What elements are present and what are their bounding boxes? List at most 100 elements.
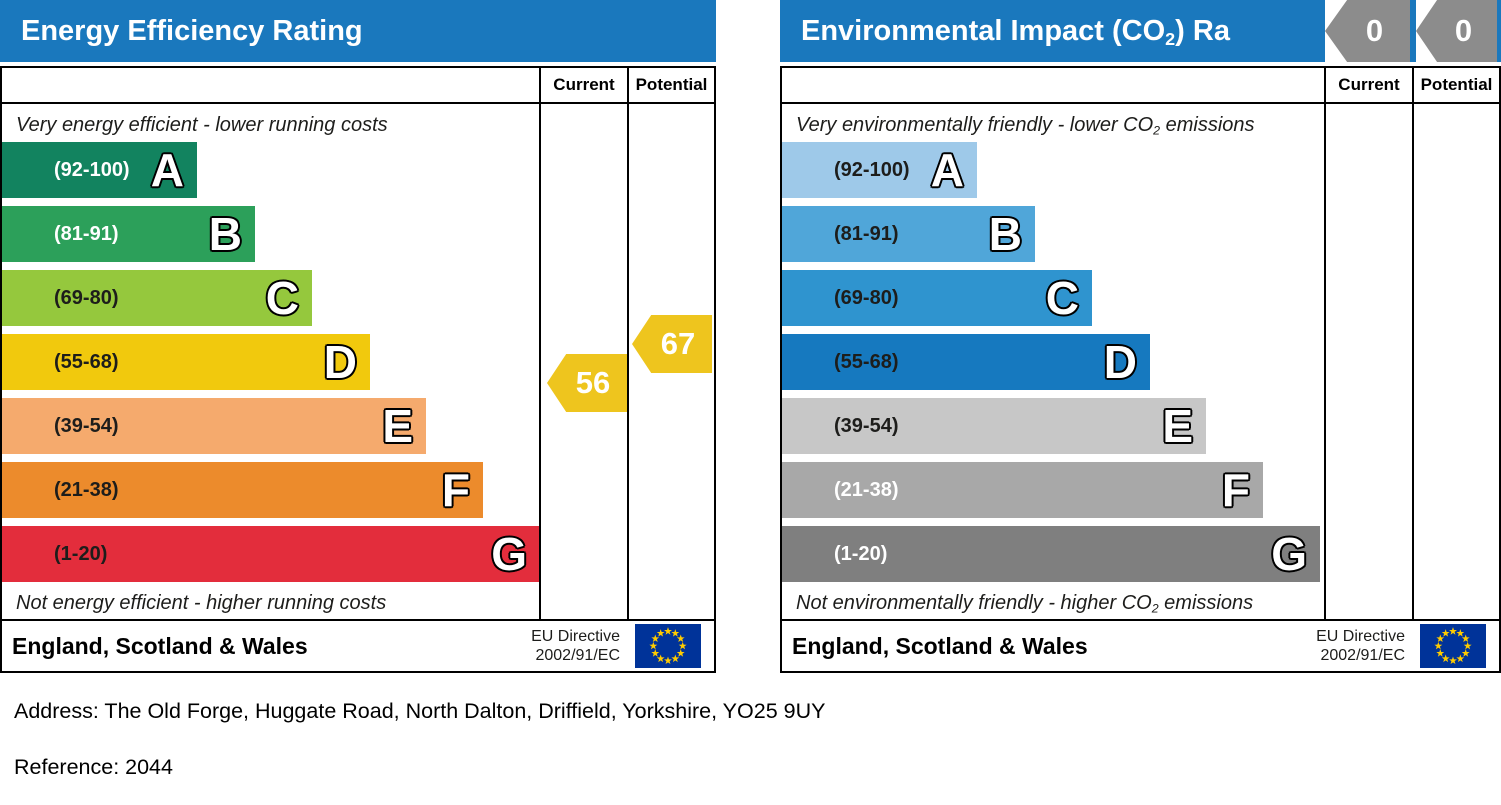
header-spacer: [782, 68, 1324, 102]
band-a: (92-100) A: [782, 142, 977, 198]
band-letter: E: [1162, 400, 1193, 452]
band-row: (69-80) C: [2, 270, 714, 326]
caption-bottom: Not environmentally friendly - higher CO…: [782, 590, 1499, 619]
current-rating-tag: 0: [1325, 0, 1410, 62]
caption-bottom-text: Not environmentally friendly - higher CO: [796, 592, 1152, 614]
environmental-chart-title-bar: Environmental Impact (CO2) Ra 0 0: [780, 0, 1501, 62]
band-a: (92-100) A: [2, 142, 197, 198]
band-letter: D: [323, 336, 357, 388]
potential-column-header: Potential: [1412, 68, 1499, 102]
band-row: (21-38) F: [2, 462, 714, 518]
current-column-header: Current: [1324, 68, 1412, 102]
potential-rating-value: 67: [660, 326, 696, 361]
band-row: (92-100) A: [2, 142, 714, 198]
environmental-chart-table: Current Potential Very environmentally f…: [780, 66, 1501, 673]
band-g: (1-20) G: [2, 526, 540, 582]
band-b: (81-91) B: [782, 206, 1035, 262]
energy-chart-footer: England, Scotland & Wales EU Directive 2…: [2, 619, 714, 671]
eu-directive-label: EU Directive 2002/91/EC: [1316, 627, 1405, 665]
band-b: (81-91) B: [2, 206, 255, 262]
band-range: (55-68): [834, 350, 899, 373]
band-letter: B: [988, 208, 1022, 260]
band-row: (55-68) D: [782, 334, 1499, 390]
band-row: (21-38) F: [782, 462, 1499, 518]
column-divider: [1324, 104, 1326, 619]
band-row: (69-80) C: [782, 270, 1499, 326]
band-e: (39-54) E: [2, 398, 426, 454]
energy-chart-table: Current Potential Very energy efficient …: [0, 66, 716, 673]
band-range: (21-38): [54, 478, 119, 501]
band-range: (55-68): [54, 350, 119, 373]
environmental-impact-chart: Environmental Impact (CO2) Ra 0 0 Curren…: [780, 0, 1501, 673]
caption-top-text: Very energy efficient - lower running co…: [16, 114, 388, 136]
band-range: (69-80): [834, 286, 899, 309]
band-letter: A: [150, 144, 184, 196]
band-range: (92-100): [54, 158, 130, 181]
caption-bottom-text: Not energy efficient - higher running co…: [16, 592, 387, 614]
band-letter: F: [1221, 464, 1250, 516]
column-divider: [539, 104, 541, 619]
band-letter: C: [265, 272, 299, 324]
current-rating-indicator: 56: [547, 354, 627, 412]
energy-chart-title: Energy Efficiency Rating: [21, 15, 363, 47]
potential-rating-indicator: 0: [1416, 0, 1497, 62]
caption-bottom-suffix: emissions: [1158, 592, 1254, 614]
band-row: (39-54) E: [2, 398, 714, 454]
energy-chart-body: Very energy efficient - lower running co…: [2, 104, 714, 619]
potential-column-header: Potential: [627, 68, 714, 102]
current-column-header: Current: [539, 68, 627, 102]
current-rating-indicator: 0: [1325, 0, 1410, 62]
band-range: (1-20): [54, 542, 108, 565]
region-label: England, Scotland & Wales: [792, 632, 1088, 659]
band-c: (69-80) C: [2, 270, 312, 326]
band-range: (39-54): [54, 414, 119, 437]
band-c: (69-80) C: [782, 270, 1092, 326]
column-divider: [1412, 104, 1414, 619]
co2-subscript: 2: [1165, 29, 1176, 50]
environmental-chart-title: Environmental Impact (CO: [801, 15, 1166, 47]
energy-efficiency-chart: Energy Efficiency Rating Current Potenti…: [0, 0, 716, 673]
energy-chart-title-bar: Energy Efficiency Rating: [0, 0, 716, 62]
band-range: (81-91): [54, 222, 119, 245]
column-divider: [627, 104, 629, 619]
band-g: (1-20) G: [782, 526, 1320, 582]
environmental-chart-footer: England, Scotland & Wales EU Directive 2…: [782, 619, 1499, 671]
column-header-row: Current Potential: [782, 68, 1499, 104]
band-row: (81-91) B: [2, 206, 714, 262]
band-e: (39-54) E: [782, 398, 1206, 454]
column-header-row: Current Potential: [2, 68, 714, 104]
current-rating-value: 0: [1365, 13, 1384, 48]
header-spacer: [2, 68, 539, 102]
band-range: (69-80): [54, 286, 119, 309]
caption-top: Very environmentally friendly - lower CO…: [782, 112, 1499, 142]
band-letter: G: [1271, 528, 1307, 580]
band-f: (21-38) F: [782, 462, 1263, 518]
band-range: (1-20): [834, 542, 888, 565]
band-range: (92-100): [834, 158, 910, 181]
region-label: England, Scotland & Wales: [12, 632, 308, 659]
band-row: (81-91) B: [782, 206, 1499, 262]
band-row: (39-54) E: [782, 398, 1499, 454]
band-f: (21-38) F: [2, 462, 483, 518]
eu-flag-icon: [635, 624, 701, 668]
band-letter: E: [382, 400, 413, 452]
band-letter: B: [208, 208, 242, 260]
caption-bottom: Not energy efficient - higher running co…: [2, 590, 714, 619]
band-range: (39-54): [834, 414, 899, 437]
band-letter: A: [930, 144, 964, 196]
potential-rating-indicator: 67: [632, 315, 712, 373]
band-letter: D: [1103, 336, 1137, 388]
eu-directive-line1: EU Directive: [1316, 628, 1405, 645]
eu-directive-label: EU Directive 2002/91/EC: [531, 627, 620, 665]
band-d: (55-68) D: [782, 334, 1150, 390]
band-range: (81-91): [834, 222, 899, 245]
band-letter: C: [1045, 272, 1079, 324]
caption-top-suffix: emissions: [1160, 114, 1255, 136]
potential-rating-value: 0: [1454, 13, 1473, 48]
band-row: (1-20) G: [2, 526, 714, 582]
current-rating-value: 56: [575, 365, 611, 400]
environmental-chart-title-suffix: ) Ra: [1175, 15, 1230, 47]
band-d: (55-68) D: [2, 334, 370, 390]
eu-flag-icon: [1420, 624, 1486, 668]
